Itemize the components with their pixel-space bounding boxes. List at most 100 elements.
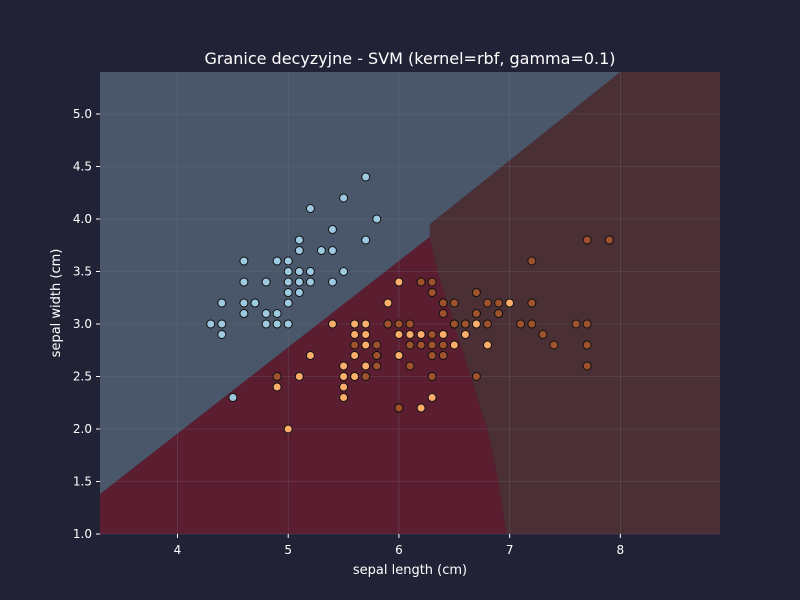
point-setosa: [361, 172, 371, 182]
point-setosa: [261, 277, 271, 287]
point-setosa: [239, 256, 249, 266]
point-versicolor: [361, 319, 371, 329]
point-virginica: [405, 340, 415, 350]
y-tick-label: 4.5: [73, 160, 92, 174]
point-setosa: [283, 256, 293, 266]
point-virginica: [438, 351, 448, 360]
point-versicolor: [394, 351, 404, 360]
point-setosa: [239, 298, 249, 308]
point-setosa: [294, 235, 304, 245]
point-setosa: [283, 319, 293, 329]
point-versicolor: [483, 340, 492, 350]
point-setosa: [339, 193, 349, 203]
point-setosa: [206, 319, 216, 329]
point-setosa: [339, 267, 349, 276]
point-versicolor: [339, 361, 349, 371]
y-tick-label: 2.0: [73, 422, 92, 436]
point-virginica: [372, 361, 382, 371]
point-versicolor: [394, 330, 404, 339]
point-setosa: [305, 204, 315, 213]
y-tick-label: 4.0: [73, 212, 92, 226]
point-virginica: [438, 309, 448, 318]
point-versicolor: [460, 330, 470, 339]
point-versicolor: [361, 361, 371, 371]
point-virginica: [582, 361, 592, 371]
point-virginica: [427, 330, 437, 339]
point-virginica: [416, 277, 426, 287]
y-tick-label: 3.5: [73, 265, 92, 279]
point-virginica: [372, 340, 382, 350]
point-setosa: [294, 267, 304, 276]
point-setosa: [283, 288, 293, 297]
point-virginica: [538, 330, 548, 339]
region-versicolor: [100, 236, 507, 534]
point-versicolor: [350, 330, 360, 339]
region-virginica: [429, 72, 720, 534]
point-virginica: [361, 372, 371, 381]
point-setosa: [239, 277, 249, 287]
point-versicolor: [416, 330, 426, 339]
point-versicolor: [339, 393, 349, 402]
point-versicolor: [305, 351, 315, 360]
x-tick-label: 7: [506, 543, 514, 557]
point-setosa: [272, 309, 282, 318]
point-virginica: [527, 298, 537, 308]
point-virginica: [405, 361, 415, 371]
point-setosa: [294, 246, 304, 255]
point-virginica: [427, 351, 437, 360]
point-versicolor: [416, 403, 426, 413]
point-virginica: [427, 340, 437, 350]
point-setosa: [372, 214, 382, 224]
point-versicolor: [350, 372, 360, 381]
point-versicolor: [394, 277, 404, 287]
x-tick-label: 8: [617, 543, 625, 557]
point-versicolor: [471, 319, 481, 329]
point-virginica: [527, 319, 537, 329]
point-versicolor: [505, 298, 515, 308]
y-tick-label: 5.0: [73, 107, 92, 121]
x-axis-label: sepal length (cm): [353, 563, 467, 578]
decision-regions: [100, 72, 720, 534]
y-tick-label: 1.5: [73, 475, 92, 489]
point-virginica: [471, 372, 481, 381]
point-virginica: [427, 288, 437, 297]
point-versicolor: [361, 330, 371, 339]
point-virginica: [460, 319, 470, 329]
x-tick-label: 5: [284, 543, 292, 557]
point-virginica: [438, 340, 448, 350]
point-virginica: [582, 340, 592, 350]
point-setosa: [305, 277, 315, 287]
x-tick-label: 4: [174, 543, 182, 557]
y-tick-label: 3.0: [73, 317, 92, 331]
point-setosa: [294, 277, 304, 287]
point-setosa: [283, 298, 293, 308]
chart-title: Granice decyzyjne - SVM (kernel=rbf, gam…: [204, 49, 615, 68]
point-versicolor: [328, 319, 337, 329]
point-virginica: [394, 319, 404, 329]
point-virginica: [383, 319, 393, 329]
point-setosa: [328, 277, 337, 287]
point-versicolor: [283, 424, 293, 434]
point-setosa: [261, 319, 271, 329]
point-versicolor: [383, 298, 393, 308]
point-virginica: [394, 403, 404, 413]
point-setosa: [328, 225, 337, 234]
point-setosa: [316, 246, 326, 255]
point-virginica: [427, 372, 437, 381]
point-virginica: [449, 319, 459, 329]
point-virginica: [483, 319, 492, 329]
point-versicolor: [339, 372, 349, 381]
point-versicolor: [427, 393, 437, 402]
region-setosa: [100, 72, 621, 495]
point-versicolor: [361, 340, 371, 350]
point-virginica: [449, 298, 459, 308]
point-setosa: [217, 330, 227, 339]
point-virginica: [604, 235, 614, 245]
x-tick-label: 6: [395, 543, 403, 557]
point-setosa: [261, 309, 271, 318]
point-virginica: [471, 288, 481, 297]
y-tick-label: 2.5: [73, 370, 92, 384]
point-virginica: [471, 309, 481, 318]
point-virginica: [494, 309, 504, 318]
